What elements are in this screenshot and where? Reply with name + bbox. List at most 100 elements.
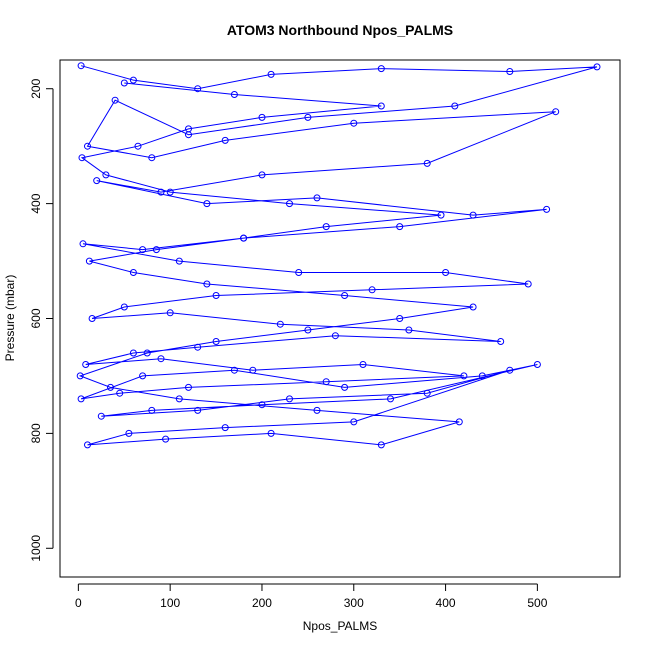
data-point (120, 79, 128, 87)
data-point (78, 154, 86, 162)
x-tick-label: 100 (160, 596, 180, 610)
data-point (194, 85, 202, 93)
x-tick-label: 0 (75, 596, 82, 610)
data-point (212, 338, 220, 345)
data-point (286, 395, 293, 403)
data-point (368, 286, 376, 294)
data-point (102, 171, 110, 179)
data-point (129, 76, 137, 84)
data-point (84, 142, 91, 150)
data-point (93, 177, 101, 185)
data-point (341, 383, 349, 391)
y-tick-label: 400 (29, 193, 43, 213)
data-point (129, 269, 137, 276)
data-point (313, 194, 321, 202)
data-point (396, 315, 404, 322)
x-tick-label: 500 (527, 596, 547, 610)
data-point (84, 441, 91, 449)
data-point (79, 240, 87, 248)
data-point (162, 435, 170, 443)
data-point (125, 429, 133, 437)
data-point (185, 383, 192, 391)
data-point (267, 70, 275, 78)
data-point (76, 372, 84, 380)
data-point (139, 246, 147, 254)
data-point (437, 211, 445, 219)
data-point (166, 188, 174, 196)
x-axis-label: Npos_PALMS (303, 619, 377, 633)
data-point (497, 338, 505, 345)
data-point (524, 280, 532, 288)
chart-title: ATOM3 Northbound Npos_PALMS (227, 22, 453, 38)
data-point (469, 303, 477, 311)
data-point (533, 361, 541, 368)
y-axis: 200 400 600 800 1000 (29, 78, 54, 562)
data-point (387, 395, 394, 403)
data-point (593, 63, 601, 71)
data-point (423, 389, 431, 397)
data-point (304, 326, 312, 334)
data-point (543, 205, 551, 213)
data-point (166, 309, 174, 317)
data-point (331, 332, 339, 340)
y-tick-label: 800 (29, 423, 43, 443)
data-point (77, 62, 85, 70)
data-point (506, 68, 514, 75)
x-tick-label: 400 (436, 596, 456, 610)
data-point (85, 257, 93, 265)
data-point (460, 372, 468, 380)
data-point (185, 125, 192, 133)
data-point (148, 154, 156, 162)
data-point (230, 91, 238, 98)
data-point (240, 234, 248, 242)
data-point (295, 269, 303, 276)
data-point (506, 366, 514, 374)
data-point (359, 361, 367, 368)
data-point (258, 113, 266, 121)
x-axis: 0 100 200 300 400 500 (75, 583, 548, 610)
data-point (276, 320, 284, 328)
data-point (203, 200, 211, 208)
data-point (221, 136, 229, 144)
data-point (129, 349, 137, 357)
data-point (377, 441, 385, 449)
data-point (286, 200, 293, 208)
plot-area (76, 62, 601, 449)
data-point (396, 223, 404, 231)
data-point (469, 211, 477, 219)
y-tick-label: 600 (29, 308, 43, 328)
data-point (143, 349, 151, 357)
data-point (212, 292, 220, 299)
data-point (322, 378, 330, 386)
x-tick-label: 200 (252, 596, 272, 610)
data-point (258, 401, 266, 409)
data-point (552, 108, 560, 116)
data-point (377, 102, 385, 110)
data-point (139, 372, 147, 380)
data-point (77, 395, 85, 403)
data-point (304, 113, 312, 121)
data-point (258, 171, 266, 179)
y-axis-label: Pressure (mbar) (3, 275, 17, 362)
data-point (97, 412, 105, 420)
data-point (82, 361, 90, 368)
data-point (350, 119, 358, 127)
data-point (194, 406, 202, 414)
data-point (377, 65, 385, 73)
data-point (313, 406, 321, 414)
data-point (230, 366, 238, 374)
data-point (203, 280, 211, 288)
data-point (451, 102, 459, 110)
data-point (478, 372, 486, 380)
series-line (78, 65, 598, 446)
data-point (405, 326, 413, 334)
data-point (249, 366, 257, 374)
data-point (455, 418, 463, 426)
data-point (111, 96, 119, 104)
data-point (120, 303, 128, 311)
data-point (88, 315, 96, 322)
data-point (107, 383, 114, 391)
data-point (134, 142, 142, 150)
